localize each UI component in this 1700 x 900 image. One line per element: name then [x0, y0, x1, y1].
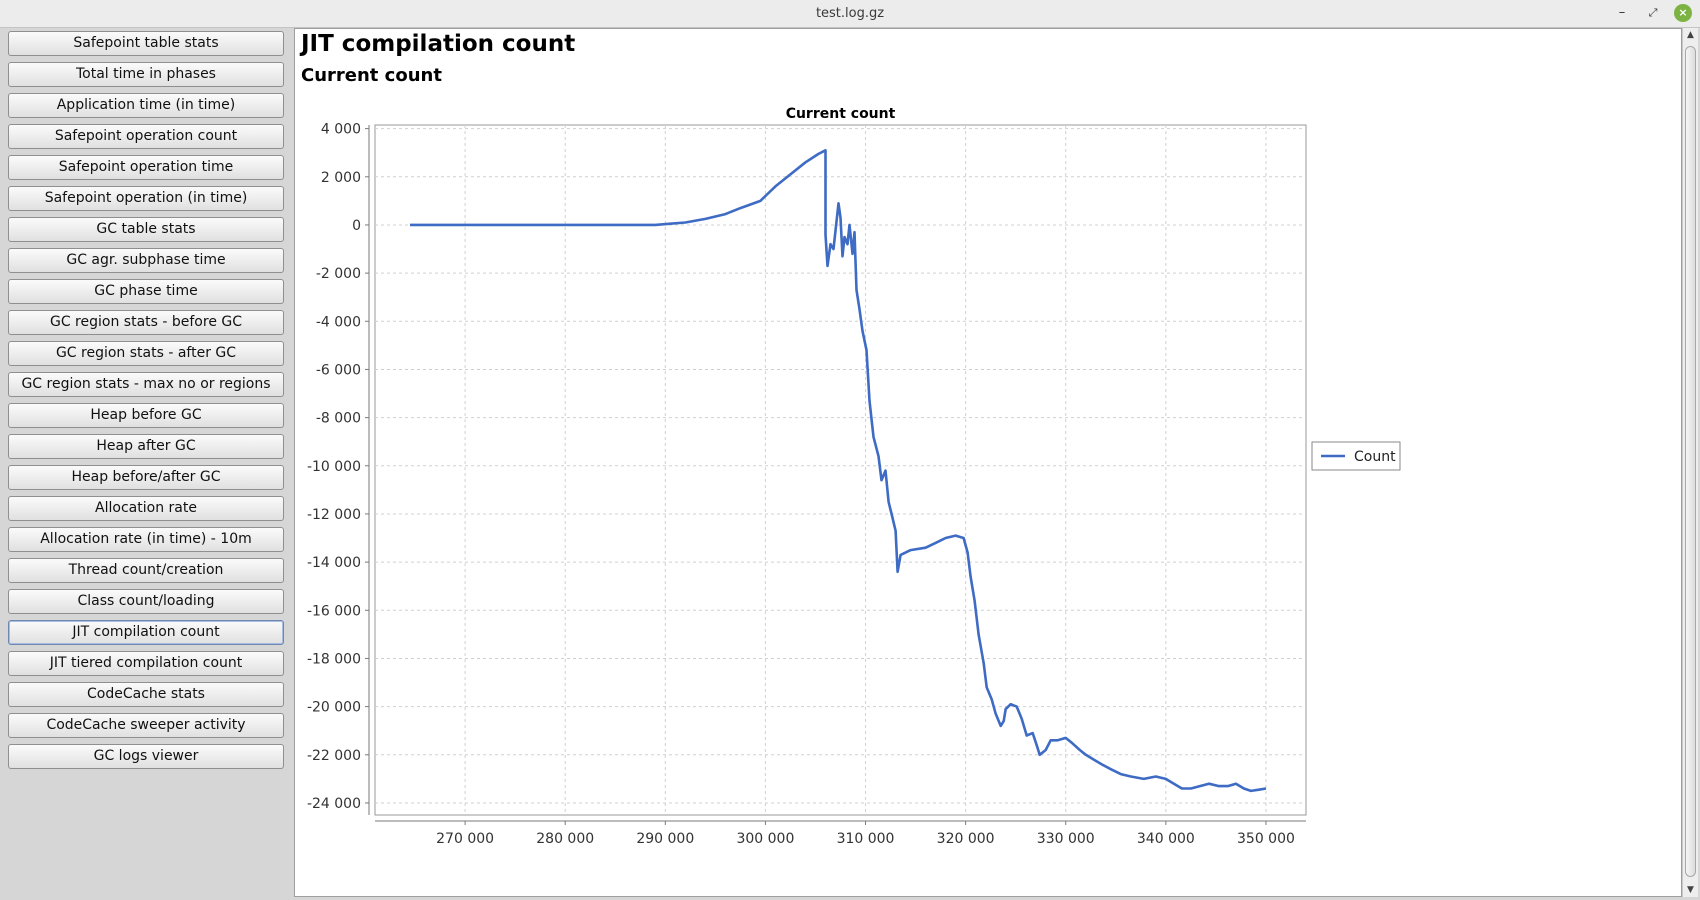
y-tick-label: -6 000: [316, 362, 361, 378]
sidebar-item-button[interactable]: Thread count/creation: [8, 558, 284, 583]
sidebar-item-button[interactable]: JIT tiered compilation count: [8, 651, 284, 676]
y-tick-label: -8 000: [316, 411, 361, 427]
sidebar-item-button[interactable]: Safepoint operation (in time): [8, 186, 284, 211]
sidebar-item-button[interactable]: Safepoint operation time: [8, 155, 284, 180]
y-tick-label: -12 000: [307, 507, 361, 523]
y-tick-label: 0: [352, 218, 361, 234]
sidebar-item-button[interactable]: Total time in phases: [8, 62, 284, 87]
sidebar-nav: Safepoint table stats Total time in phase…: [8, 31, 284, 775]
maximize-icon[interactable]: ⤢: [1648, 6, 1658, 19]
y-tick-label: -4 000: [316, 314, 361, 330]
main-panel: JIT compilation count Current count 4 00…: [294, 28, 1682, 897]
window-title: test.log.gz: [815, 6, 885, 21]
sidebar-item-button[interactable]: Allocation rate (in time) - 10m: [8, 527, 284, 552]
y-tick-label: -18 000: [307, 651, 361, 667]
x-tick-label: 350 000: [1237, 831, 1295, 847]
sidebar-item-button[interactable]: Safepoint operation count: [8, 124, 284, 149]
sidebar-item-button[interactable]: GC logs viewer: [8, 744, 284, 769]
y-tick-label: -20 000: [307, 700, 361, 716]
x-tick-label: 270 000: [436, 831, 494, 847]
y-tick-label: 4 000: [321, 122, 361, 138]
window-titlebar: test.log.gz – ⤢ ×: [0, 0, 1700, 28]
y-tick-label: 2 000: [321, 170, 361, 186]
y-tick-label: -16 000: [307, 603, 361, 619]
x-tick-label: 290 000: [636, 831, 694, 847]
sidebar-item-button[interactable]: Heap before/after GC: [8, 465, 284, 490]
x-tick-label: 340 000: [1137, 831, 1195, 847]
sidebar-item-button[interactable]: JIT compilation count: [8, 620, 284, 645]
sidebar-item-button[interactable]: GC region stats - after GC: [8, 341, 284, 366]
chart-title: Current count: [786, 106, 896, 122]
sidebar-item-button[interactable]: CodeCache stats: [8, 682, 284, 707]
x-tick-label: 310 000: [837, 831, 895, 847]
sidebar-item-button[interactable]: GC region stats - before GC: [8, 310, 284, 335]
x-tick-label: 280 000: [536, 831, 594, 847]
sidebar-item-button[interactable]: Application time (in time): [8, 93, 284, 118]
series-line-count: [410, 149, 1267, 793]
sidebar-item-button[interactable]: Heap before GC: [8, 403, 284, 428]
sidebar-item-button[interactable]: Allocation rate: [8, 496, 284, 521]
vertical-scrollbar[interactable]: ▲ ▼: [1682, 28, 1698, 897]
page-title: JIT compilation count: [301, 31, 576, 57]
sidebar-item-button[interactable]: Safepoint table stats: [8, 31, 284, 56]
sidebar-item-button[interactable]: GC agr. subphase time: [8, 248, 284, 273]
y-tick-label: -10 000: [307, 459, 361, 475]
sidebar-item-button[interactable]: GC region stats - max no or regions: [8, 372, 284, 397]
x-tick-label: 330 000: [1037, 831, 1095, 847]
minimize-icon[interactable]: –: [1618, 5, 1626, 20]
y-tick-label: -14 000: [307, 555, 361, 571]
scroll-up-icon[interactable]: ▲: [1687, 30, 1694, 40]
scrollbar-thumb[interactable]: [1685, 46, 1696, 877]
x-tick-label: 300 000: [736, 831, 794, 847]
sidebar-item-button[interactable]: Heap after GC: [8, 434, 284, 459]
y-tick-label: -22 000: [307, 748, 361, 764]
sidebar-item-button[interactable]: CodeCache sweeper activity: [8, 713, 284, 738]
sidebar-item-button[interactable]: GC table stats: [8, 217, 284, 242]
line-chart: 4 000 2 000 0 -2 000 -4 000 -6 000 -8 000 -10 0…: [307, 106, 1401, 847]
scroll-down-icon[interactable]: ▼: [1687, 885, 1694, 895]
y-tick-label: -2 000: [316, 266, 361, 282]
y-tick-label: -24 000: [307, 796, 361, 812]
sidebar-item-button[interactable]: Class count/loading: [8, 589, 284, 614]
x-tick-label: 320 000: [937, 831, 995, 847]
legend-label: Count: [1354, 449, 1396, 465]
sidebar-item-button[interactable]: GC phase time: [8, 279, 284, 304]
page-subtitle: Current count: [301, 65, 442, 86]
close-icon[interactable]: ×: [1674, 4, 1692, 22]
